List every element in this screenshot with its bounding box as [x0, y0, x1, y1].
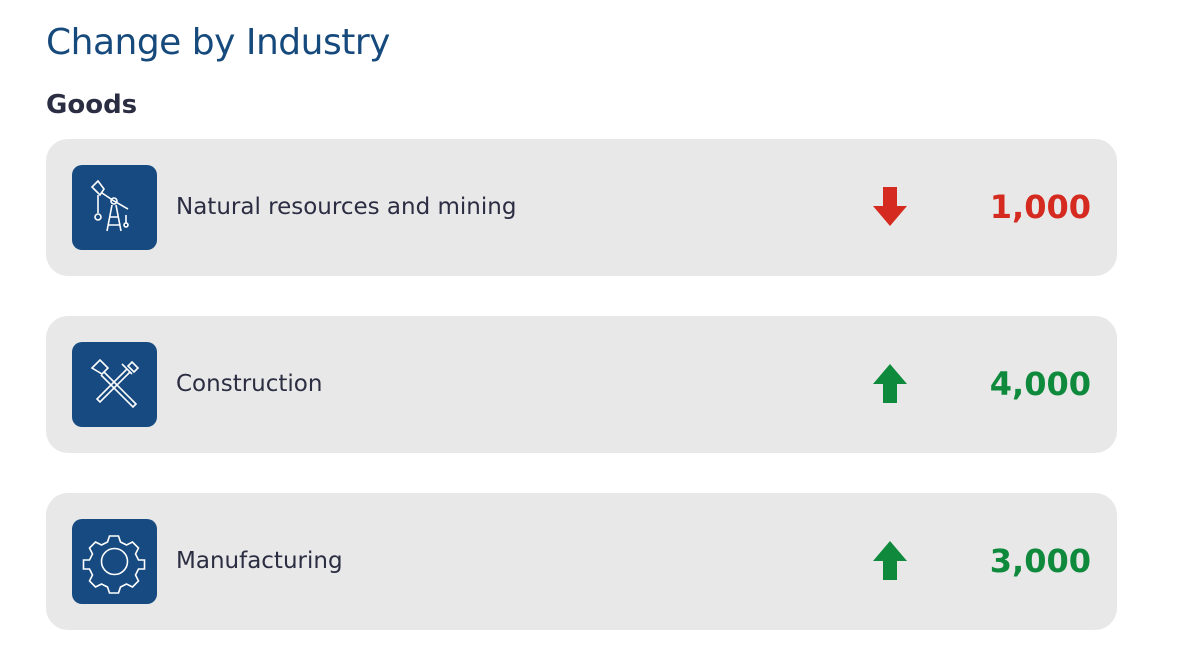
industry-label: Manufacturing	[176, 548, 343, 574]
industry-card: Manufacturing 3,000	[46, 493, 1117, 630]
mining-icon	[72, 165, 157, 250]
change-value: 4,000	[989, 365, 1091, 403]
change-arrow	[873, 187, 907, 226]
manufacturing-icon	[72, 519, 157, 604]
change-arrow	[873, 364, 907, 403]
industry-card: Construction 4,000	[46, 316, 1117, 453]
industry-label: Construction	[176, 371, 323, 397]
arrow-shape	[873, 187, 907, 226]
arrow-shape	[873, 364, 907, 403]
construction-icon	[72, 342, 157, 427]
industry-card: Natural resources and mining 1,000	[46, 139, 1117, 276]
page-title: Change by Industry	[46, 22, 390, 63]
section-title: Goods	[46, 90, 138, 120]
arrow-shape	[873, 541, 907, 580]
industry-label: Natural resources and mining	[176, 194, 517, 220]
change-value: 1,000	[989, 188, 1091, 226]
change-arrow	[873, 541, 907, 580]
change-value: 3,000	[989, 542, 1091, 580]
